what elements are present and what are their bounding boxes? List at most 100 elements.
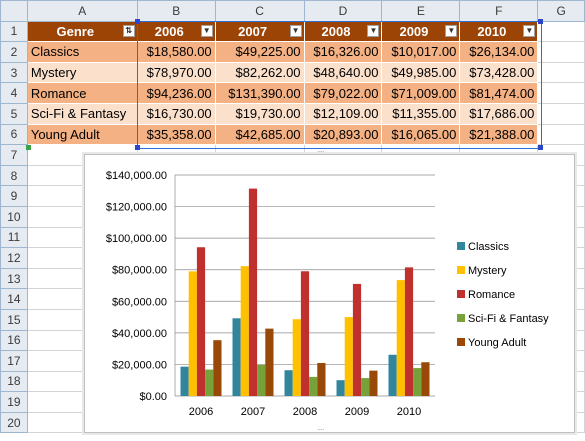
value-cell[interactable]: $82,262.00: [214, 61, 305, 84]
value-cell[interactable]: $48,640.00: [303, 61, 383, 84]
empty-cell[interactable]: [537, 82, 585, 104]
genre-cell[interactable]: Classics: [26, 41, 138, 63]
row-header-16[interactable]: 16: [0, 329, 28, 352]
value-cell[interactable]: $12,109.00: [303, 102, 383, 125]
row-header-19[interactable]: 19: [0, 391, 28, 413]
column-header-e[interactable]: E: [381, 0, 461, 22]
resize-handle[interactable]: [135, 145, 140, 150]
row-header-14[interactable]: 14: [0, 288, 28, 310]
column-header-d[interactable]: D: [303, 0, 383, 22]
table-header-cell[interactable]: 2007 ▼: [214, 20, 305, 43]
value-cell[interactable]: $11,355.00: [381, 102, 461, 125]
row-header-4[interactable]: 4: [0, 82, 28, 104]
value-cell[interactable]: $35,358.00: [136, 123, 216, 146]
table-header-cell[interactable]: 2009 ▼: [381, 20, 461, 43]
dropdown-arrow-icon[interactable]: ▼: [367, 24, 380, 37]
legend-label: Classics: [468, 241, 509, 253]
resize-handle[interactable]: [538, 19, 543, 24]
value-cell[interactable]: $18,580.00: [136, 41, 216, 63]
bar: [361, 378, 370, 396]
row-header-1[interactable]: 1: [0, 20, 28, 43]
value-cell[interactable]: $81,474.00: [459, 82, 539, 104]
y-tick-label: $0.00: [139, 391, 167, 403]
row-header-3[interactable]: 3: [0, 61, 28, 84]
value-cell[interactable]: $73,428.00: [459, 61, 539, 84]
genre-cell[interactable]: Young Adult: [26, 123, 138, 146]
value-cell[interactable]: $19,730.00: [214, 102, 305, 125]
genre-cell[interactable]: Romance: [26, 82, 138, 104]
value-cell[interactable]: $16,730.00: [136, 102, 216, 125]
value-cell[interactable]: $71,009.00: [381, 82, 461, 104]
sheet-row: 1 Genre ⇅ 2006 ▼ 2007 ▼ 2008 ▼ 2009 ▼ 2010 ▼: [0, 20, 585, 43]
bar: [336, 380, 345, 396]
table-header-label: 2010: [477, 23, 507, 39]
table-header-label: 2007: [238, 23, 268, 39]
table-header-cell[interactable]: 2008 ▼: [303, 20, 383, 43]
chart-resize-grip-bottom[interactable]: ····: [317, 425, 325, 434]
value-cell[interactable]: $131,390.00: [214, 82, 305, 104]
bar: [317, 363, 326, 396]
y-tick-label: $40,000.00: [112, 328, 167, 340]
column-header-f[interactable]: F: [459, 0, 539, 22]
empty-cell[interactable]: [537, 123, 585, 146]
value-cell[interactable]: $16,065.00: [381, 123, 461, 146]
row-header-13[interactable]: 13: [0, 267, 28, 290]
value-cell[interactable]: $79,022.00: [303, 82, 383, 104]
row-header-6[interactable]: 6: [0, 123, 28, 146]
value-cell[interactable]: $49,985.00: [381, 61, 461, 84]
value-cell[interactable]: $49,225.00: [214, 41, 305, 63]
bar: [265, 328, 274, 396]
row-header-18[interactable]: 18: [0, 370, 28, 393]
column-header-g[interactable]: G: [537, 0, 585, 22]
legend-label: Sci-Fi & Fantasy: [468, 313, 549, 325]
legend-label: Romance: [468, 289, 515, 301]
empty-cell[interactable]: [537, 20, 585, 43]
value-cell[interactable]: $16,326.00: [303, 41, 383, 63]
clustered-column-chart[interactable]: ···· ···· $0.00 $20,000.00 $40,000.00 $60,0…: [84, 147, 575, 434]
row-header-11[interactable]: 11: [0, 226, 28, 249]
genre-cell[interactable]: Mystery: [26, 61, 138, 84]
value-cell[interactable]: $78,970.00: [136, 61, 216, 84]
select-all-corner[interactable]: [0, 0, 28, 22]
row-header-20[interactable]: 20: [0, 411, 28, 434]
dropdown-arrow-icon[interactable]: ▼: [200, 24, 213, 37]
value-cell[interactable]: $42,685.00: [214, 123, 305, 146]
row-header-10[interactable]: 10: [0, 205, 28, 228]
value-cell[interactable]: $20,893.00: [303, 123, 383, 146]
table-header-cell[interactable]: 2010 ▼: [459, 20, 539, 43]
row-header-12[interactable]: 12: [0, 247, 28, 269]
resize-handle[interactable]: [135, 19, 140, 24]
value-cell[interactable]: $26,134.00: [459, 41, 539, 63]
empty-cell[interactable]: [537, 61, 585, 84]
row-header-17[interactable]: 17: [0, 350, 28, 372]
dropdown-arrow-icon[interactable]: ▼: [523, 24, 536, 37]
resize-handle[interactable]: [538, 145, 543, 150]
table-header-cell[interactable]: Genre ⇅: [26, 20, 138, 43]
row-header-15[interactable]: 15: [0, 308, 28, 331]
row-header-2[interactable]: 2: [0, 41, 28, 63]
sort-ascending-icon[interactable]: ⇅: [122, 24, 135, 37]
resize-handle[interactable]: [26, 145, 31, 150]
value-cell[interactable]: $10,017.00: [381, 41, 461, 63]
bar: [369, 370, 378, 396]
dropdown-arrow-icon[interactable]: ▼: [289, 24, 302, 37]
y-tick-label: $20,000.00: [112, 359, 167, 371]
chart-resize-grip-top[interactable]: ····: [317, 147, 325, 156]
row-header-7[interactable]: 7: [0, 144, 28, 166]
row-header-9[interactable]: 9: [0, 185, 28, 207]
genre-cell[interactable]: Sci-Fi & Fantasy: [26, 102, 138, 125]
column-header-a[interactable]: A: [26, 0, 138, 22]
value-cell[interactable]: $17,686.00: [459, 102, 539, 125]
row-header-8[interactable]: 8: [0, 164, 28, 187]
empty-cell[interactable]: [537, 41, 585, 63]
table-header-cell[interactable]: 2006 ▼: [136, 20, 216, 43]
column-header-c[interactable]: C: [214, 0, 305, 22]
column-header-b[interactable]: B: [136, 0, 216, 22]
bar: [257, 364, 266, 396]
row-header-5[interactable]: 5: [0, 102, 28, 125]
empty-cell[interactable]: [537, 102, 585, 125]
value-cell[interactable]: $21,388.00: [459, 123, 539, 146]
dropdown-arrow-icon[interactable]: ▼: [445, 24, 458, 37]
value-cell[interactable]: $94,236.00: [136, 82, 216, 104]
